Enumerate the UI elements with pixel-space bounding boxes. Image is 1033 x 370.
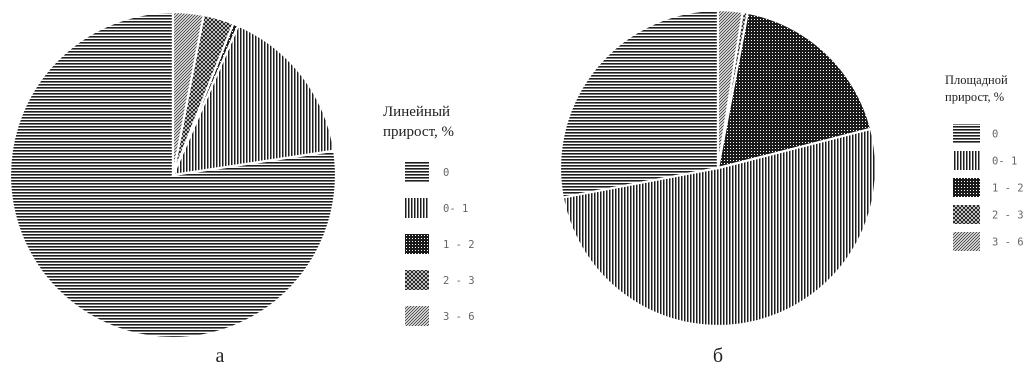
legend-a-swatch-2 <box>405 234 429 254</box>
legend-a-label-2: 1 - 2 <box>443 239 475 251</box>
legend-b-label-3: 2 - 3 <box>992 210 1024 222</box>
pie-b-slices <box>558 8 878 328</box>
pie-chart-b: Площадной прирост, % 0 0- 1 1 - 2 2 - 3 3 - … <box>558 8 1024 367</box>
legend-b-swatch-4 <box>953 232 980 251</box>
pie-chart-a: Линейный прирост, % 0 0- 1 1 - 2 2 - 3 3 - 6… <box>8 10 475 367</box>
legend-b-label-2: 1 - 2 <box>992 183 1024 195</box>
legend-a: Линейный прирост, % 0 0- 1 1 - 2 2 - 3 3 - 6 <box>383 104 475 326</box>
panel-label-a: а <box>216 345 225 367</box>
pie-b-slice-2 <box>716 11 873 170</box>
legend-a-items: 0 0- 1 1 - 2 2 - 3 3 - 6 <box>405 162 475 326</box>
pie-a-slice-1 <box>171 24 336 177</box>
legend-a-label-3: 2 - 3 <box>443 275 475 287</box>
legend-b-swatch-2 <box>953 178 980 197</box>
legend-a-label-1: 0- 1 <box>443 203 468 215</box>
legend-a-title-line1: Линейный <box>383 104 450 120</box>
legend-a-swatch-1 <box>405 198 429 218</box>
legend-a-title-line2: прирост, % <box>383 124 454 140</box>
pie-b-slice-4 <box>716 8 744 169</box>
legend-b-label-1: 0- 1 <box>992 156 1017 168</box>
legend-b-title-line2: прирост, % <box>945 90 1004 104</box>
pie-b-slice-1 <box>561 127 878 328</box>
pie-b-slice-0 <box>558 8 720 199</box>
legend-a-swatch-0 <box>405 162 429 182</box>
legend-a-label-0: 0 <box>443 167 449 179</box>
legend-b-label-4: 3 - 6 <box>992 237 1024 249</box>
legend-a-label-4: 3 - 6 <box>443 311 475 323</box>
legend-a-swatch-3 <box>405 270 429 290</box>
legend-b-label-0: 0 <box>992 129 998 141</box>
legend-a-swatch-4 <box>405 306 429 326</box>
legend-b-swatch-3 <box>953 205 980 224</box>
legend-b-items: 0 0- 1 1 - 2 2 - 3 3 - 6 <box>953 124 1024 251</box>
panel-label-b: б <box>713 345 723 367</box>
legend-b-swatch-1 <box>953 151 980 170</box>
legend-b-title-line1: Площадной <box>945 73 1008 87</box>
legend-b: Площадной прирост, % 0 0- 1 1 - 2 2 - 3 3 - … <box>945 73 1024 251</box>
pie-a-slice-4 <box>171 10 205 176</box>
pie-a-slices <box>8 10 338 340</box>
legend-b-swatch-0 <box>953 124 980 143</box>
